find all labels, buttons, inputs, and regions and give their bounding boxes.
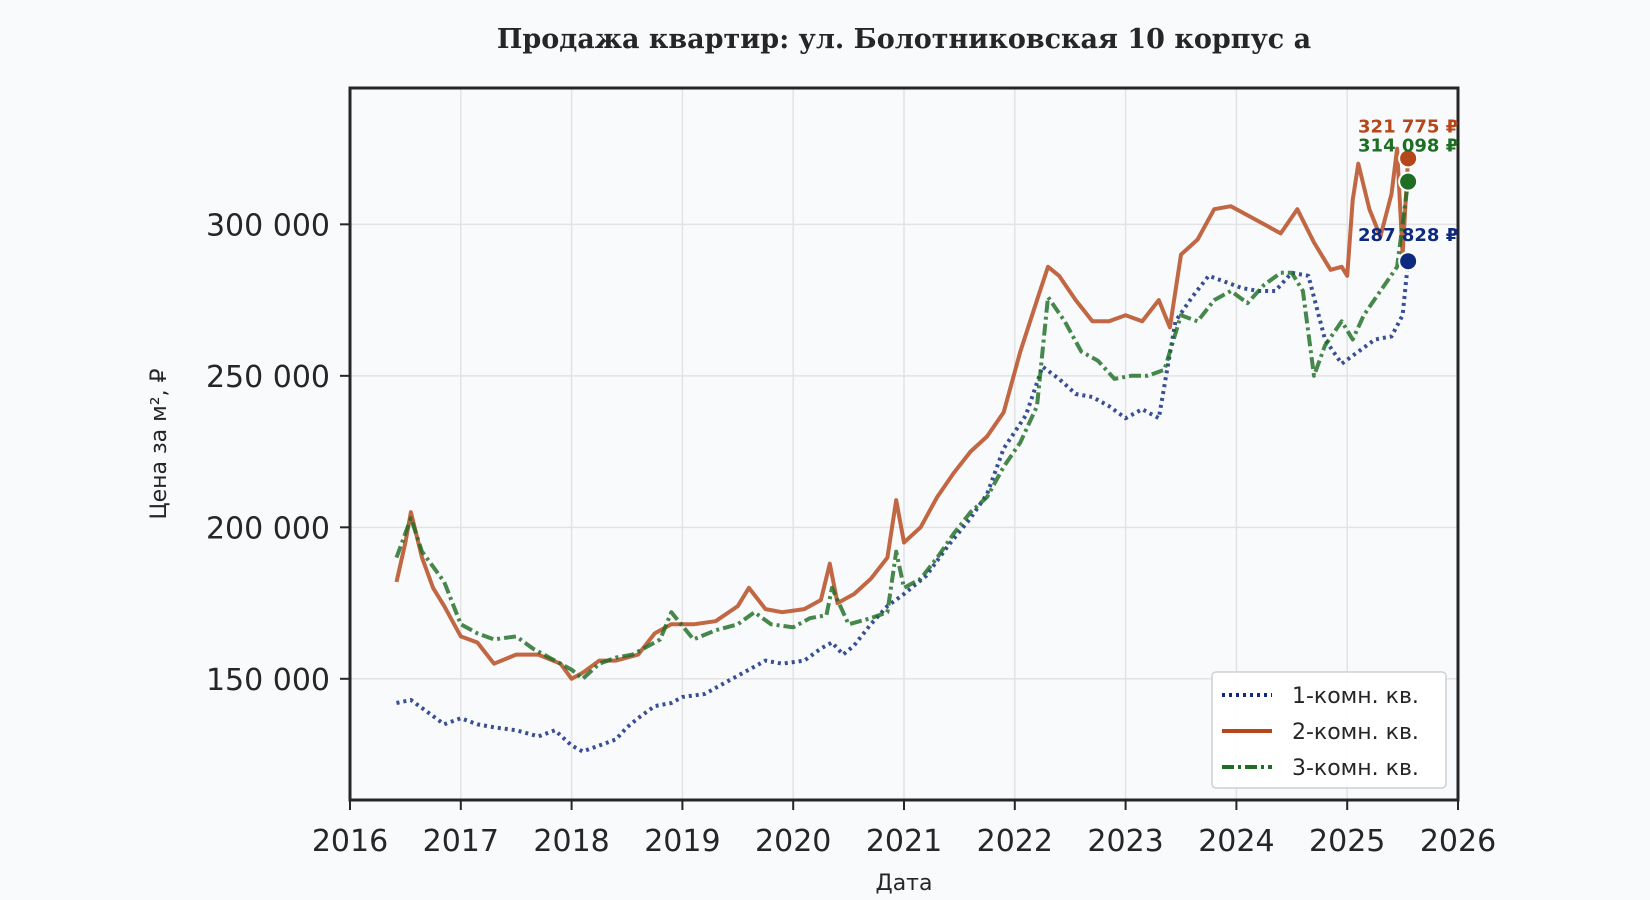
x-tick-label: 2021 — [866, 824, 942, 859]
x-tick-label: 2016 — [312, 824, 388, 859]
series-end-points: 321 775 ₽314 098 ₽ 287 828 ₽ — [1358, 116, 1458, 272]
y-axis-label: Цена за м², ₽ — [147, 368, 172, 519]
chart-title: Продажа квартир: ул. Болотниковская 10 к… — [497, 24, 1311, 55]
legend-entry-label: 1-комн. кв. — [1292, 684, 1419, 709]
series-end-point — [1398, 171, 1419, 192]
series-end-point — [1398, 148, 1419, 169]
x-tick-label: 2017 — [423, 824, 499, 859]
x-tick-label: 2020 — [755, 824, 831, 859]
y-tick-label: 250 000 — [206, 360, 330, 395]
x-axis-label: Дата — [876, 871, 933, 896]
series-end-label: 314 098 ₽ — [1358, 136, 1458, 157]
x-tick-label: 2025 — [1309, 824, 1385, 859]
x-tick-label: 2022 — [977, 824, 1053, 859]
x-tick-label: 2019 — [644, 824, 720, 859]
series-end-point — [1398, 251, 1419, 272]
x-tick-label: 2018 — [533, 824, 609, 859]
series-end-label: 321 775 ₽ — [1358, 116, 1458, 137]
x-axis-ticks: 2016 2017 2018 2019 2020 2021 2022 2023 2024 2025… — [312, 800, 1496, 859]
series-end-label: 287 828 ₽ — [1358, 225, 1458, 246]
y-axis-ticks: 150 000 200 000 250 000 300 000 — [206, 208, 350, 698]
series-line — [394, 146, 1411, 681]
legend: 1-комн. кв. 2-комн. кв. 3-комн. кв. — [1211, 671, 1447, 789]
y-tick-label: 200 000 — [206, 511, 330, 546]
x-tick-label: 2026 — [1420, 824, 1496, 859]
legend-box — [1211, 671, 1447, 789]
legend-entry-label: 3-комн. кв. — [1292, 756, 1419, 781]
legend-entry-label: 2-комн. кв. — [1292, 720, 1419, 745]
series-line — [394, 181, 1411, 681]
y-tick-label: 300 000 — [206, 208, 330, 243]
plot-series — [394, 146, 1411, 754]
y-tick-label: 150 000 — [206, 663, 330, 698]
x-tick-label: 2024 — [1198, 824, 1274, 859]
x-tick-label: 2023 — [1087, 824, 1163, 859]
